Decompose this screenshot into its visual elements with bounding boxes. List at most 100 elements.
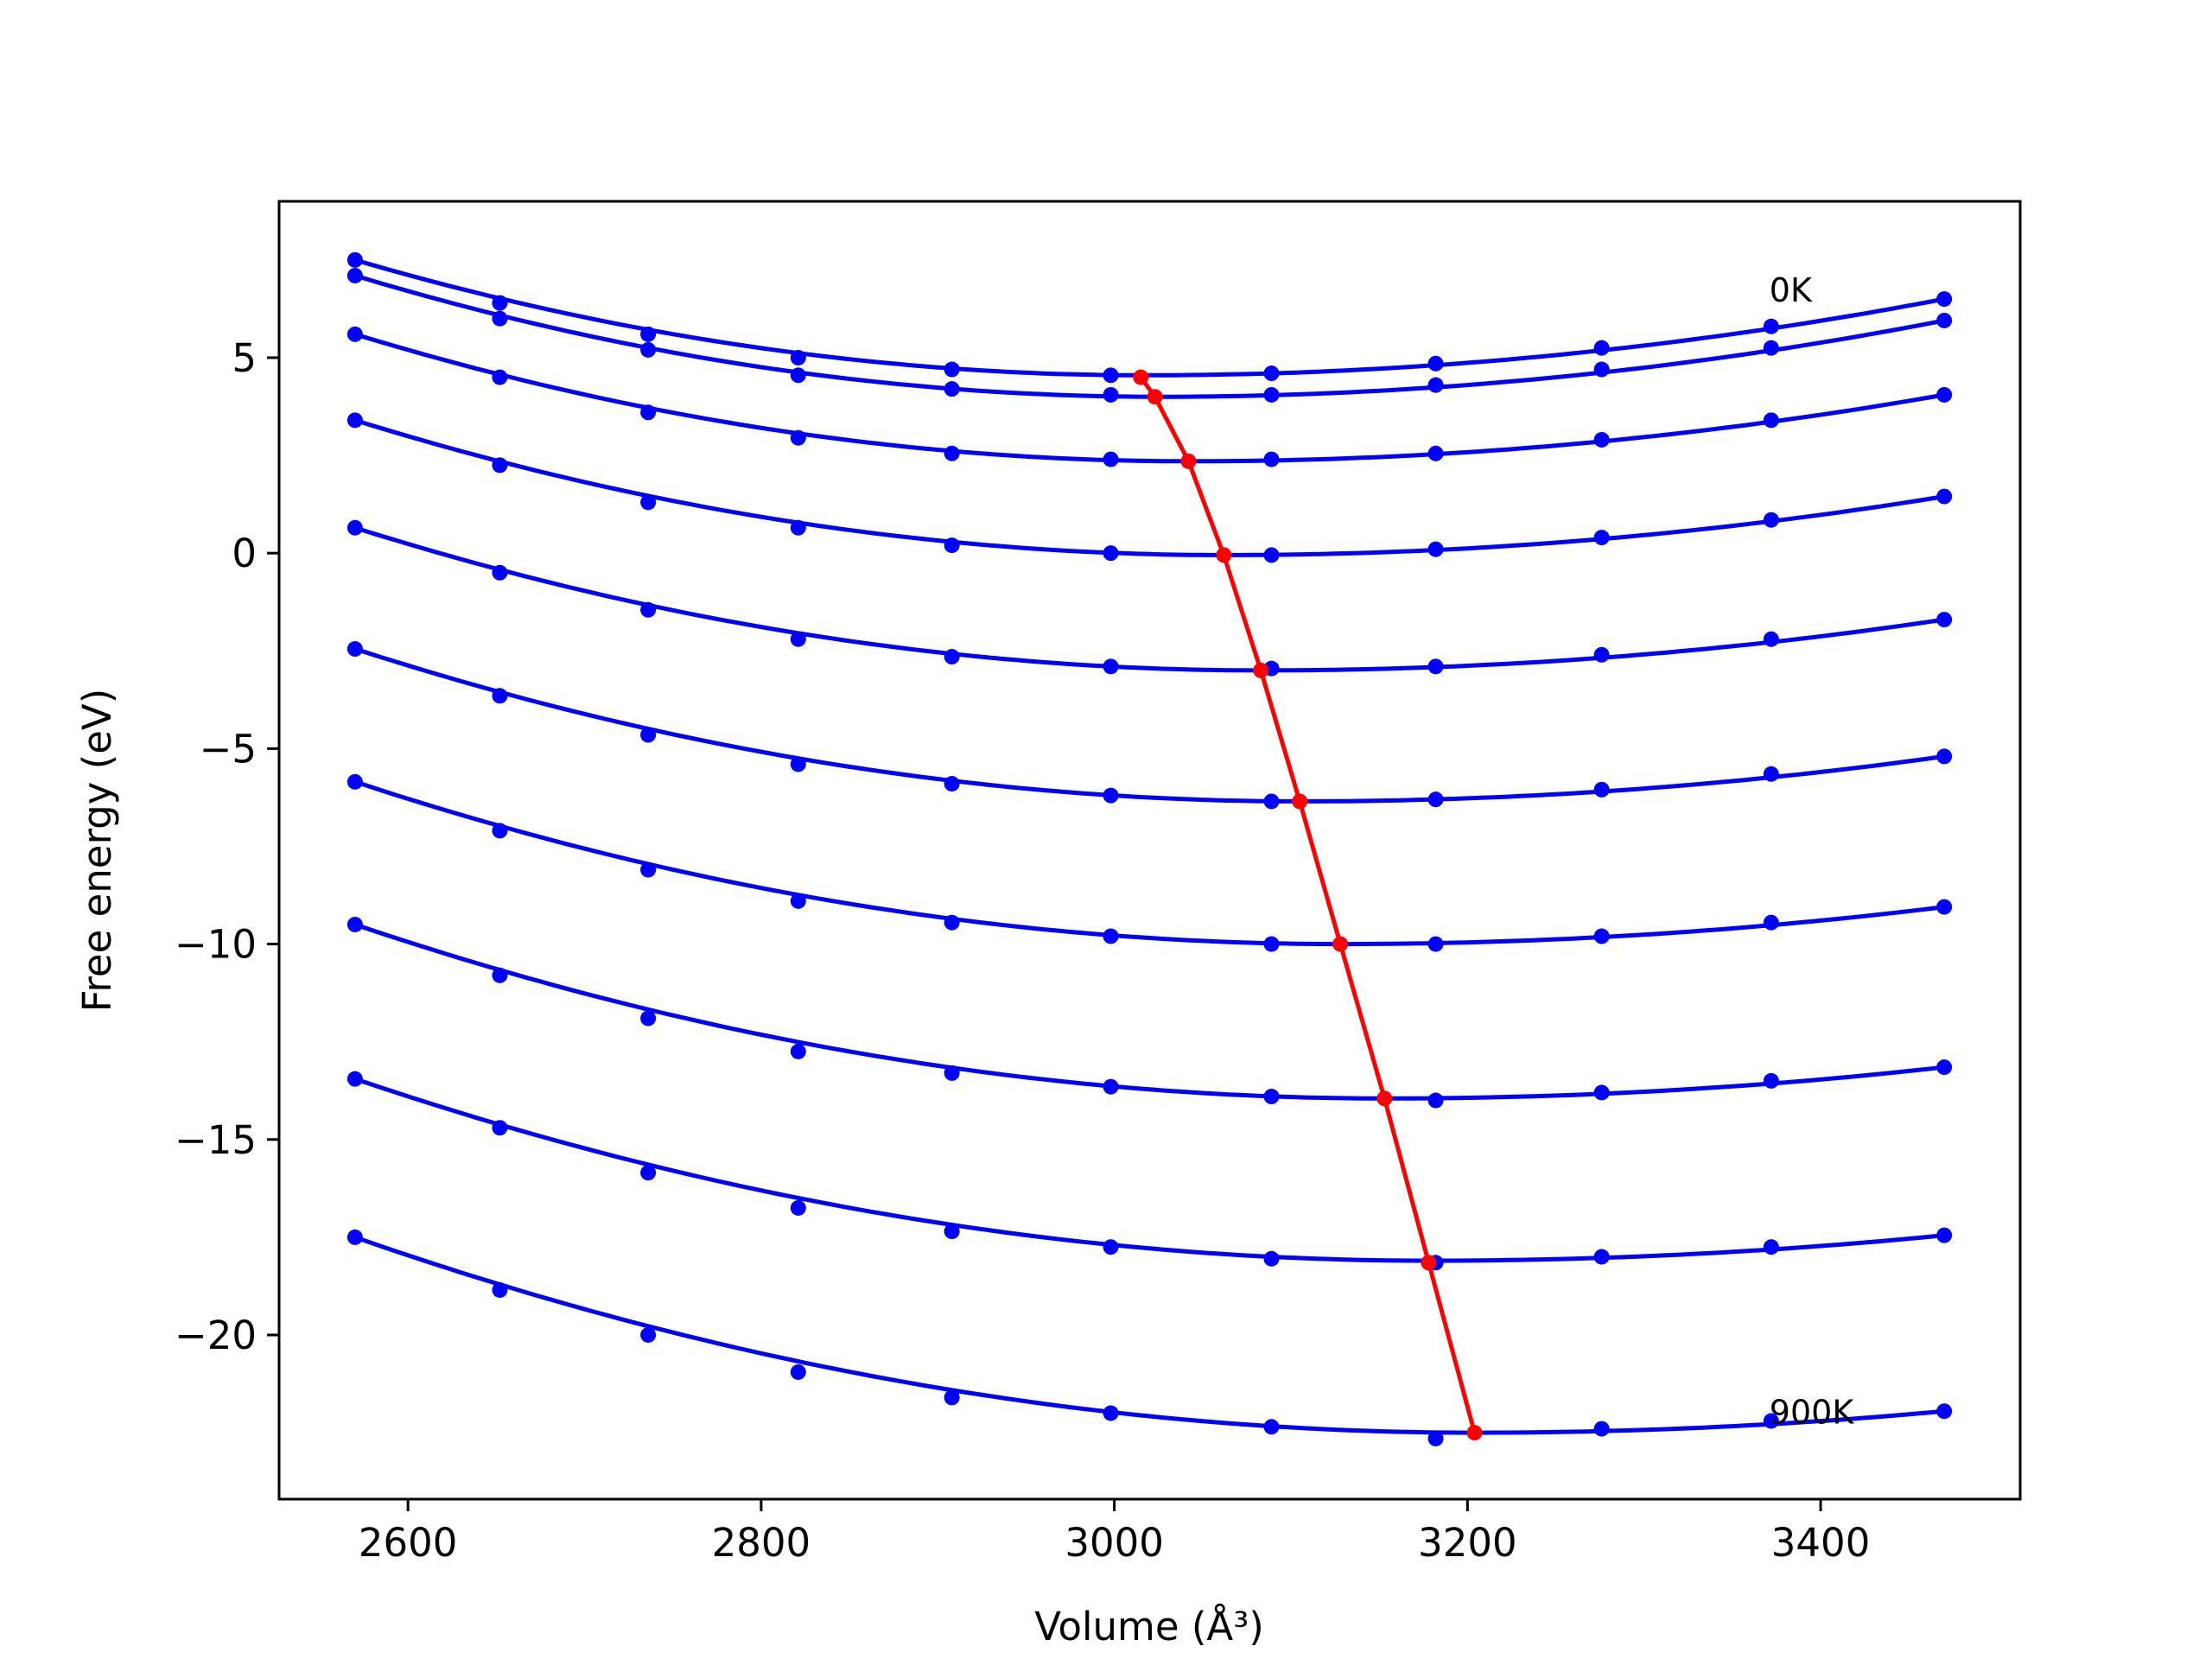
series-5-point bbox=[944, 776, 960, 792]
series-1-point bbox=[1103, 386, 1119, 403]
y-axis-ticks: 5 0 −5 −10 −15 −20 bbox=[175, 335, 279, 1358]
series-4-line bbox=[354, 525, 1945, 673]
series-8-point bbox=[346, 1071, 363, 1087]
series-1-point bbox=[1763, 340, 1779, 356]
series-9-point bbox=[1593, 1421, 1610, 1437]
series-9-point bbox=[1103, 1405, 1119, 1421]
annotation-900k: 900K bbox=[1770, 1393, 1855, 1431]
series-2-point bbox=[346, 326, 363, 342]
equilibrium-point bbox=[1466, 1425, 1483, 1441]
series-9-point bbox=[1936, 1403, 1953, 1420]
series-8-point bbox=[1936, 1227, 1953, 1243]
series-0-line bbox=[354, 257, 1945, 378]
x-tick-label: 3000 bbox=[1065, 1520, 1164, 1566]
series-4-point bbox=[790, 631, 806, 647]
series-5-point bbox=[346, 641, 363, 658]
series-2-point bbox=[1103, 451, 1119, 467]
series-3-point bbox=[346, 412, 363, 429]
series-0-point bbox=[790, 349, 806, 365]
y-axis-label: Free energy (eV) bbox=[74, 689, 120, 1012]
series-9-point bbox=[944, 1389, 960, 1406]
series-6-point bbox=[790, 893, 806, 909]
series-8-point bbox=[1103, 1239, 1119, 1255]
series-7-point bbox=[492, 967, 508, 983]
series-4-point bbox=[1103, 658, 1119, 675]
series-1-point bbox=[790, 367, 806, 384]
series-4-point bbox=[1593, 646, 1610, 663]
series-6-point bbox=[1103, 928, 1119, 944]
x-tick-label: 2600 bbox=[359, 1520, 458, 1566]
series-6-point bbox=[1763, 914, 1779, 931]
equilibrium-point bbox=[1421, 1255, 1437, 1271]
series-7-point bbox=[1427, 1092, 1444, 1109]
series-2-point bbox=[640, 404, 657, 421]
series-7-point bbox=[1763, 1072, 1779, 1089]
series-5-point bbox=[1936, 748, 1953, 765]
series-0-point bbox=[346, 251, 363, 268]
series-5-point bbox=[1103, 787, 1119, 804]
series-5-point bbox=[1593, 781, 1610, 798]
series-7-point bbox=[790, 1043, 806, 1059]
series-1-point bbox=[944, 381, 960, 397]
series-2-point bbox=[944, 445, 960, 461]
series-1-point bbox=[1593, 361, 1610, 378]
series-1-point bbox=[640, 341, 657, 358]
plot-area bbox=[279, 201, 2020, 1499]
series-0-point bbox=[1593, 340, 1610, 356]
series-2-point bbox=[790, 429, 806, 446]
series-9-point bbox=[492, 1281, 508, 1298]
equilibrium-point bbox=[1216, 547, 1232, 563]
series-3-point bbox=[1936, 488, 1953, 505]
series-0-point bbox=[944, 361, 960, 378]
series-9-point bbox=[790, 1363, 806, 1380]
series-6-point bbox=[640, 861, 657, 878]
y-tick-label: 5 bbox=[232, 335, 257, 381]
series-6-point bbox=[1427, 936, 1444, 952]
series-3-point bbox=[790, 519, 806, 536]
series-4-point bbox=[1936, 612, 1953, 628]
y-tick-label: 0 bbox=[232, 531, 257, 576]
series-0-point bbox=[1263, 365, 1280, 382]
y-tick-label: −5 bbox=[200, 726, 257, 772]
annotation-0k: 0K bbox=[1770, 271, 1813, 309]
series-5-point bbox=[1263, 793, 1280, 810]
series-3-point bbox=[1103, 545, 1119, 562]
y-tick-label: −15 bbox=[175, 1117, 257, 1163]
series-8-point bbox=[944, 1224, 960, 1240]
series-6-point bbox=[1936, 899, 1953, 915]
series-3-point bbox=[1763, 512, 1779, 528]
series-5-point bbox=[492, 688, 508, 704]
equilibrium-point bbox=[1292, 793, 1308, 810]
series-7-point bbox=[640, 1010, 657, 1027]
series-3-point bbox=[1427, 541, 1444, 557]
series-7-point bbox=[1103, 1078, 1119, 1095]
series-7-point bbox=[1263, 1089, 1280, 1105]
series-1-point bbox=[1936, 312, 1953, 328]
x-tick-label: 2800 bbox=[712, 1520, 811, 1566]
series-5-point bbox=[1763, 766, 1779, 782]
series-0-point bbox=[1427, 355, 1444, 372]
series-1-point bbox=[1427, 377, 1444, 393]
series-3-point bbox=[492, 457, 508, 474]
series-4-point bbox=[346, 519, 363, 536]
series-0-point bbox=[492, 295, 508, 311]
series-3-point bbox=[640, 494, 657, 511]
series-3-point bbox=[1593, 530, 1610, 546]
series-8-point bbox=[492, 1120, 508, 1136]
series-6-line bbox=[354, 779, 1945, 947]
equilibrium-point bbox=[1180, 453, 1197, 469]
series-4-point bbox=[492, 564, 508, 581]
series-0-point bbox=[1936, 291, 1953, 308]
series-7-point bbox=[1936, 1059, 1953, 1076]
series-2-point bbox=[1593, 431, 1610, 448]
series-2-point bbox=[492, 369, 508, 385]
series-0-point bbox=[1103, 367, 1119, 384]
x-axis-ticks: 2600 2800 3000 3200 3400 bbox=[359, 1499, 1870, 1566]
series-4-point bbox=[640, 601, 657, 618]
series-4-point bbox=[944, 649, 960, 665]
series-2-line bbox=[354, 332, 1945, 464]
equilibrium-line bbox=[1133, 369, 1483, 1441]
x-tick-label: 3400 bbox=[1771, 1520, 1871, 1566]
x-tick-label: 3200 bbox=[1418, 1520, 1517, 1566]
series-6-point bbox=[492, 823, 508, 839]
